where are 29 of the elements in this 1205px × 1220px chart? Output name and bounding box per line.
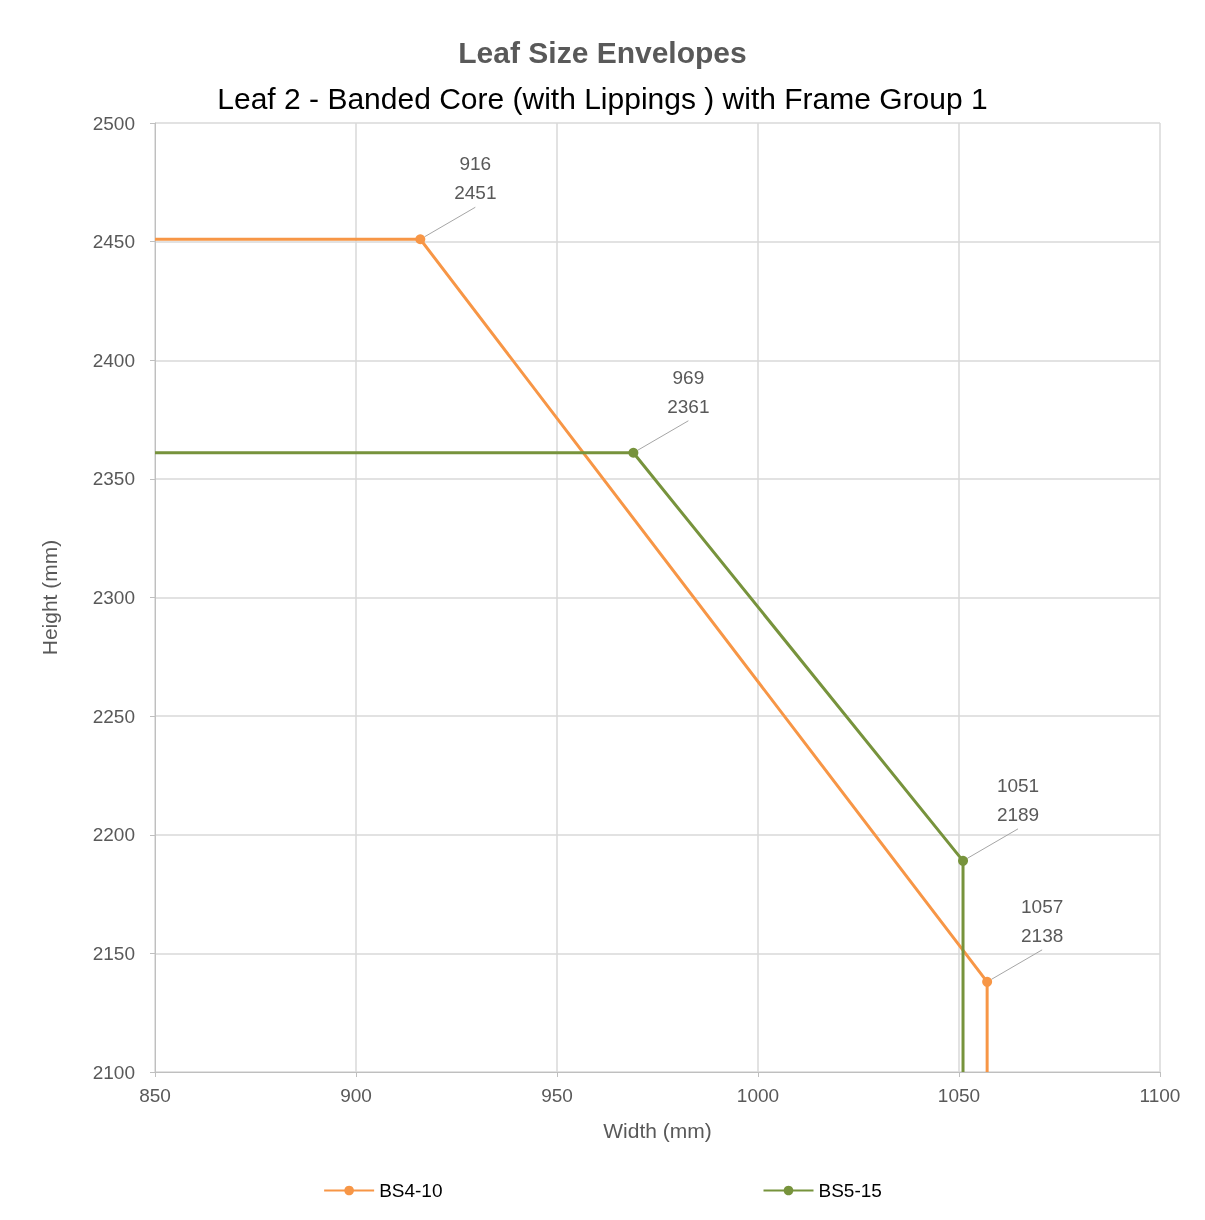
data-label: 1051 2189 bbox=[996, 774, 1040, 825]
data-label: 916 2451 bbox=[454, 153, 497, 204]
y-tick-label: 2300 bbox=[92, 587, 135, 608]
point bbox=[628, 447, 639, 458]
y-tick-label: 2150 bbox=[92, 942, 135, 964]
y-tick-label: 2450 bbox=[92, 231, 135, 253]
x-tick-label: 900 bbox=[340, 1085, 372, 1106]
data-label: 969 2361 bbox=[667, 366, 710, 417]
point bbox=[415, 234, 426, 245]
chart-title: Leaf Size Envelopes bbox=[458, 35, 747, 69]
y-tick-label: 2100 bbox=[92, 1061, 135, 1083]
legend-label: BS5-15 bbox=[818, 1180, 882, 1201]
data-label: 1057 2138 bbox=[1021, 895, 1064, 946]
point bbox=[958, 855, 969, 866]
y-tick-label: 2250 bbox=[92, 705, 135, 727]
y-tick-label: 2400 bbox=[92, 349, 135, 371]
x-tick-label: 950 bbox=[541, 1085, 573, 1106]
chart-subtitle: Leaf 2 - Banded Core (with Lippings ) with Frame Group 1 bbox=[217, 81, 988, 115]
y-tick-label: 2200 bbox=[92, 824, 135, 846]
legend-label: BS4-10 bbox=[379, 1180, 443, 1201]
x-tick-label: 850 bbox=[139, 1085, 171, 1106]
y-tick-label: 2500 bbox=[92, 112, 135, 134]
y-tick-label: 2350 bbox=[92, 468, 135, 490]
x-axis-title: Width (mm) bbox=[603, 1119, 712, 1142]
x-tick-label: 1050 bbox=[937, 1085, 981, 1106]
y-axis-title: Height (mm) bbox=[38, 539, 61, 656]
point bbox=[982, 976, 993, 987]
x-tick-label: 1100 bbox=[1139, 1085, 1181, 1106]
x-tick-label: 1000 bbox=[736, 1085, 780, 1106]
